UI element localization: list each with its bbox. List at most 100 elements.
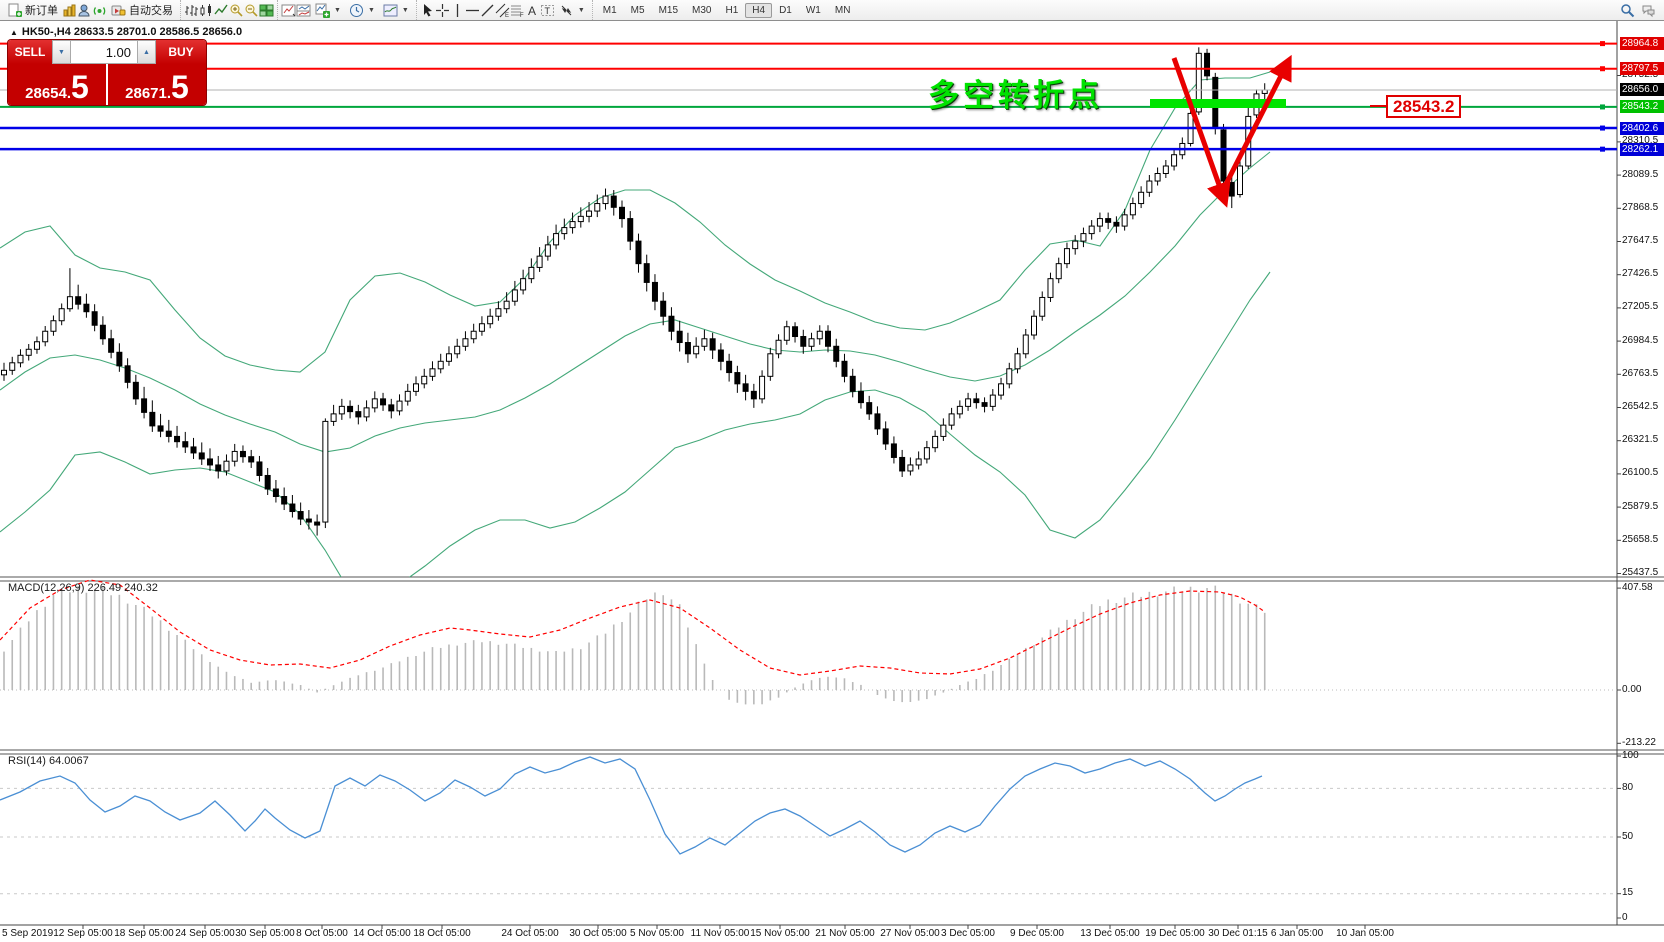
trendline-tool-icon[interactable] — [480, 3, 495, 18]
template-caret: ▼ — [401, 6, 409, 14]
rsi-tick-0: 0 — [1622, 911, 1628, 923]
date-label: 5 Sep 2019 — [2, 928, 54, 939]
timeframe-h1[interactable]: H1 — [725, 4, 739, 16]
price-tick-25658.5: 25658.5 — [1622, 533, 1659, 545]
date-label: 15 Nov 05:00 — [750, 928, 810, 939]
rsi-tick-80: 80 — [1622, 781, 1634, 793]
rsi-line — [0, 756, 1263, 855]
new-order-button[interactable]: 新订单 — [3, 1, 62, 19]
price-badge-28402.6: 28402.6 — [1620, 121, 1664, 135]
collapse-quote-arrow[interactable]: ▲ — [10, 28, 18, 37]
charts-bar-gold-icon[interactable] — [62, 3, 77, 18]
date-label: 19 Dec 05:00 — [1145, 928, 1205, 939]
quote-panel-prices: 28654. 5 28671. 5 — [8, 64, 206, 105]
date-label: 27 Nov 05:00 — [880, 928, 940, 939]
crosshair-icon[interactable] — [435, 3, 450, 18]
period-button[interactable]: ▼ — [345, 2, 379, 19]
price-tag-label[interactable]: 28543.2 — [1386, 95, 1462, 118]
buy-price-small: 28671. — [125, 85, 172, 102]
timeframe-d1[interactable]: D1 — [779, 4, 792, 16]
macd-tick-0.00: 0.00 — [1622, 683, 1642, 695]
macd-tick--213.22: -213.22 — [1622, 736, 1656, 748]
timeframe-w1[interactable]: W1 — [805, 4, 821, 16]
zoom-in-icon[interactable] — [229, 3, 244, 18]
new-order-label: 新订单 — [25, 5, 58, 17]
price-tick-25437.5: 25437.5 — [1622, 567, 1659, 578]
timeframe-m1[interactable]: M1 — [602, 4, 617, 16]
drawing-group: E F A T ▼ — [415, 0, 592, 20]
auto-trading-icon — [111, 5, 126, 15]
buy-price[interactable]: 28671. 5 — [108, 64, 206, 105]
level-lines-layer — [0, 41, 1617, 152]
price-tick-26763.5: 26763.5 — [1622, 367, 1659, 379]
equidistant-channel-icon[interactable]: E — [495, 3, 510, 19]
auto-trading-button[interactable]: 自动交易 — [107, 1, 177, 19]
market-watch-icon[interactable] — [77, 3, 92, 18]
signal-icon[interactable] — [92, 3, 107, 18]
timeframe-mn[interactable]: MN — [834, 4, 851, 16]
date-label: 9 Dec 05:00 — [1010, 928, 1064, 939]
timeframe-m5[interactable]: M5 — [630, 4, 645, 16]
volume-down-button[interactable]: ▼ — [52, 40, 71, 64]
data-window-icon[interactable] — [281, 3, 296, 18]
price-tick-26100.5: 26100.5 — [1622, 467, 1659, 479]
buy-price-big: 5 — [171, 69, 189, 105]
bollinger-lower — [0, 271, 1271, 577]
sell-button[interactable]: SELL — [8, 40, 52, 64]
date-label: 3 Dec 05:00 — [941, 928, 995, 939]
price-tick-27868.5: 27868.5 — [1622, 201, 1659, 213]
fibonacci-tool-icon[interactable]: F — [510, 3, 525, 19]
support-zone-bar — [1150, 99, 1286, 108]
price-tick-26321.5: 26321.5 — [1622, 434, 1659, 446]
price-tick-27205.5: 27205.5 — [1622, 301, 1659, 313]
buy-button[interactable]: BUY — [156, 40, 206, 64]
turning-point-annotation: 多空转折点 — [928, 78, 1103, 113]
price-tick-28089.5: 28089.5 — [1622, 168, 1659, 180]
add-indicator-button[interactable]: ▼ — [311, 2, 345, 19]
macd-signal-line — [0, 579, 1266, 676]
bar-chart-mode-icon[interactable] — [184, 3, 199, 18]
tile-windows-icon[interactable] — [259, 3, 274, 18]
toolbar-right — [1620, 3, 1664, 18]
arrows-caret: ▼ — [577, 6, 585, 14]
symbol-ohlc-line: HK50-,H4 28633.5 28701.0 28586.5 28656.0 — [21, 26, 243, 38]
rsi-tick-100: 100 — [1622, 749, 1639, 761]
clock-icon — [349, 3, 363, 17]
date-label: 30 Dec 01:15 — [1208, 928, 1268, 939]
vertical-line-tool-icon[interactable] — [450, 3, 465, 18]
date-label: 13 Dec 05:00 — [1080, 928, 1140, 939]
label-tool-icon[interactable]: T — [540, 3, 555, 18]
timeframe-group: M1 M5 M15 M30 H1 H4 D1 W1 MN — [591, 0, 861, 20]
sell-price[interactable]: 28654. 5 — [8, 64, 108, 105]
chart-mode-group — [180, 0, 277, 20]
price-badge-28964.8: 28964.8 — [1620, 37, 1664, 51]
candlestick-mode-icon[interactable] — [199, 3, 214, 18]
horizontal-line-tool-icon[interactable] — [465, 3, 480, 18]
zoom-out-icon[interactable] — [244, 3, 259, 18]
volume-input[interactable]: 1.00 — [71, 40, 137, 64]
sell-price-big: 5 — [71, 69, 89, 105]
rsi-tick-15: 15 — [1622, 887, 1634, 899]
date-label: 11 Nov 05:00 — [690, 928, 750, 939]
timeframe-m15[interactable]: M15 — [658, 4, 679, 16]
date-label: 24 Sep 05:00 — [175, 928, 235, 939]
indicator-window-icon[interactable] — [296, 3, 311, 18]
indicator-group: ▼ ▼ ▼ — [277, 0, 416, 20]
price-badge-28543.2: 28543.2 — [1620, 100, 1664, 114]
cursor-icon[interactable] — [420, 3, 435, 18]
new-order-icon — [8, 3, 22, 17]
line-chart-mode-icon[interactable] — [214, 3, 229, 18]
template-button[interactable]: ▼ — [379, 2, 413, 19]
svg-text:F: F — [520, 13, 524, 18]
arrows-tool-button[interactable]: ▼ — [555, 2, 589, 19]
text-tool-icon[interactable]: A — [525, 3, 540, 18]
date-label: 21 Nov 05:00 — [815, 928, 875, 939]
template-icon — [383, 4, 398, 16]
search-icon[interactable] — [1620, 3, 1635, 18]
volume-up-button[interactable]: ▲ — [137, 40, 156, 64]
chat-icon[interactable] — [1641, 3, 1656, 18]
date-label: 10 Jan 05:00 — [1336, 928, 1394, 939]
timeframe-h4[interactable]: H4 — [745, 2, 773, 18]
timeframe-m30[interactable]: M30 — [692, 4, 712, 16]
